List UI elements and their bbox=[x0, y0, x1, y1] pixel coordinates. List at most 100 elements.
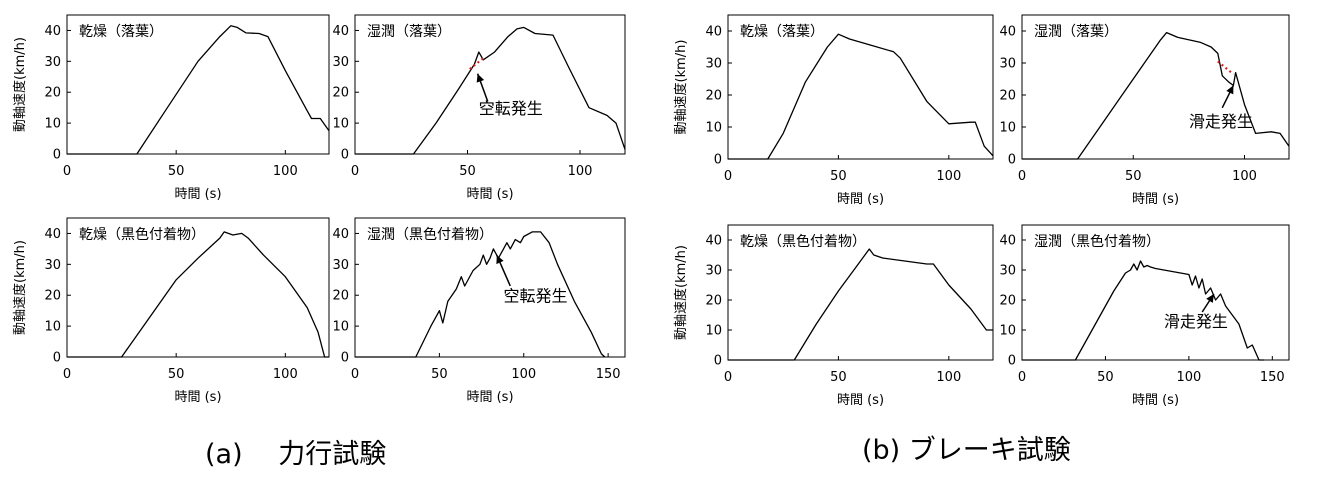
panel-title: 湿潤（黒色付着物） bbox=[367, 226, 493, 243]
chart-panel-8: 0 10 20 30 40 0 50 100 150 時間 (s) 湿潤（黒色付着物） 滑走発生 bbox=[999, 224, 1290, 408]
x-tick-label: 100 bbox=[1232, 169, 1257, 184]
plot-frame bbox=[1021, 14, 1290, 160]
x-tick-label: 0 bbox=[1018, 169, 1026, 184]
panel-title: 湿潤（黒色付着物） bbox=[1034, 233, 1160, 250]
chart-panel-4: 0 10 20 30 40 0 50 100 150 時間 (s) 湿潤（黒色付着物） 空転発生 bbox=[332, 217, 626, 405]
chart-panel-3: 0 10 20 30 40 0 50 100 時間 (s) 動軸速度(km/h) 乾燥（黒色付着物） bbox=[12, 217, 330, 405]
y-axis-label: 動軸速度(km/h) bbox=[673, 245, 689, 340]
y-tick-label: 20 bbox=[44, 289, 61, 304]
slip-marker bbox=[1217, 60, 1235, 76]
y-tick-label: 0 bbox=[341, 351, 349, 366]
y-tick-label: 40 bbox=[705, 25, 722, 40]
chart-panel-1: 0 10 20 30 40 0 50 100 時間 (s) 動軸速度(km/h) 乾燥（落葉） bbox=[12, 14, 330, 202]
x-tick-label: 50 bbox=[459, 164, 476, 179]
x-tick-label: 0 bbox=[63, 164, 71, 179]
x-axis-label: 時間 (s) bbox=[174, 390, 221, 405]
series-line-1 bbox=[355, 231, 606, 358]
y-axis-label: 動軸速度(km/h) bbox=[673, 40, 689, 135]
x-tick-label: 100 bbox=[568, 164, 593, 179]
chart-panel-6: 0 10 20 30 40 0 50 100 時間 (s) 湿潤（落葉） 滑走発生 bbox=[999, 14, 1290, 207]
panel-title: 湿潤（落葉） bbox=[1034, 24, 1118, 40]
plot-frame bbox=[354, 217, 626, 358]
annotation-arrowhead bbox=[1226, 85, 1234, 95]
x-tick-label: 150 bbox=[1260, 370, 1285, 385]
y-tick-label: 10 bbox=[44, 117, 61, 132]
y-tick-label: 10 bbox=[332, 320, 349, 335]
caption-b: (b) ブレーキ試験 bbox=[862, 435, 1071, 466]
y-tick-label: 20 bbox=[44, 86, 61, 101]
annotation-arrowhead bbox=[1206, 294, 1214, 303]
y-tick-label: 30 bbox=[332, 258, 349, 273]
x-axis-label: 時間 (s) bbox=[1132, 393, 1179, 408]
x-axis-label: 時間 (s) bbox=[837, 192, 884, 207]
x-tick-label: 100 bbox=[273, 164, 298, 179]
annotation-label: 空転発生 bbox=[479, 99, 543, 118]
plot-frame bbox=[66, 217, 330, 358]
series-line-1 bbox=[355, 26, 626, 155]
panel-title: 乾燥（黒色付着物） bbox=[740, 233, 866, 250]
y-tick-label: 10 bbox=[999, 121, 1016, 136]
plot-frame bbox=[727, 14, 994, 160]
y-tick-label: 10 bbox=[44, 320, 61, 335]
x-axis-label: 時間 (s) bbox=[466, 187, 513, 202]
x-axis-label: 時間 (s) bbox=[837, 393, 884, 408]
y-tick-label: 30 bbox=[999, 264, 1016, 279]
annotation-label: 空転発生 bbox=[504, 286, 568, 305]
series-line-1 bbox=[67, 25, 330, 155]
x-axis-label: 時間 (s) bbox=[174, 187, 221, 202]
series-line-1 bbox=[1022, 260, 1264, 361]
y-tick-label: 0 bbox=[53, 148, 61, 163]
series-line-1 bbox=[728, 248, 993, 361]
annotation-label: 滑走発生 bbox=[1189, 112, 1253, 131]
y-tick-label: 10 bbox=[999, 324, 1016, 339]
y-tick-label: 30 bbox=[705, 264, 722, 279]
annotation-label: 滑走発生 bbox=[1164, 312, 1228, 331]
x-axis-label: 時間 (s) bbox=[1132, 192, 1179, 207]
x-tick-label: 0 bbox=[724, 370, 732, 385]
series-line-1 bbox=[728, 33, 994, 160]
y-tick-label: 40 bbox=[44, 24, 61, 39]
y-tick-label: 30 bbox=[705, 57, 722, 72]
x-tick-label: 0 bbox=[724, 169, 732, 184]
x-tick-label: 0 bbox=[63, 367, 71, 382]
x-tick-label: 50 bbox=[431, 367, 448, 382]
y-tick-label: 10 bbox=[705, 324, 722, 339]
plot-frame bbox=[727, 224, 994, 361]
x-tick-label: 50 bbox=[1097, 370, 1114, 385]
y-tick-label: 40 bbox=[705, 234, 722, 249]
y-tick-label: 40 bbox=[44, 227, 61, 242]
y-tick-label: 20 bbox=[705, 294, 722, 309]
x-tick-label: 100 bbox=[1176, 370, 1201, 385]
y-tick-label: 10 bbox=[332, 117, 349, 132]
y-tick-label: 20 bbox=[999, 89, 1016, 104]
y-axis-label: 動軸速度(km/h) bbox=[12, 240, 28, 335]
chart-panel-5: 0 10 20 30 40 0 50 100 時間 (s) 動軸速度(km/h) 乾燥（落葉） bbox=[673, 14, 994, 207]
y-tick-label: 10 bbox=[705, 121, 722, 136]
y-tick-label: 40 bbox=[332, 227, 349, 242]
panel-title: 乾燥（黒色付着物） bbox=[79, 226, 205, 243]
chart-panel-2: 0 10 20 30 40 0 50 100 時間 (s) 湿潤（落葉） 空転発生 bbox=[332, 14, 626, 202]
y-tick-label: 30 bbox=[332, 55, 349, 70]
panel-title: 乾燥（落葉） bbox=[79, 24, 163, 40]
x-tick-label: 50 bbox=[1125, 169, 1142, 184]
series-line-1 bbox=[1022, 31, 1290, 160]
y-tick-label: 40 bbox=[999, 234, 1016, 249]
x-tick-label: 50 bbox=[830, 370, 847, 385]
y-tick-label: 0 bbox=[53, 351, 61, 366]
y-tick-label: 20 bbox=[332, 289, 349, 304]
series-line-1 bbox=[67, 231, 329, 358]
annotation-arrowhead bbox=[476, 73, 485, 83]
y-tick-label: 20 bbox=[705, 89, 722, 104]
y-tick-label: 20 bbox=[332, 86, 349, 101]
y-tick-label: 40 bbox=[332, 24, 349, 39]
plot-frame bbox=[66, 14, 330, 155]
x-tick-label: 50 bbox=[830, 169, 847, 184]
x-axis-label: 時間 (s) bbox=[466, 390, 513, 405]
x-tick-label: 0 bbox=[351, 164, 359, 179]
panel-title: 乾燥（落葉） bbox=[740, 24, 824, 40]
x-tick-label: 0 bbox=[1018, 370, 1026, 385]
y-tick-label: 40 bbox=[999, 25, 1016, 40]
plot-frame bbox=[354, 14, 626, 155]
x-tick-label: 100 bbox=[936, 169, 961, 184]
